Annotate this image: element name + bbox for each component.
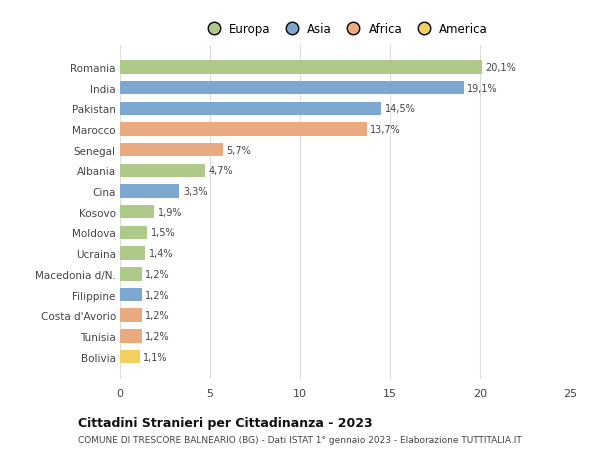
Text: Cittadini Stranieri per Cittadinanza - 2023: Cittadini Stranieri per Cittadinanza - 2…: [78, 416, 373, 429]
Text: 4,7%: 4,7%: [208, 166, 233, 176]
Text: 1,5%: 1,5%: [151, 228, 175, 238]
Bar: [120, 309, 142, 322]
Text: 1,9%: 1,9%: [158, 207, 182, 217]
Bar: [120, 164, 205, 178]
Legend: Europa, Asia, Africa, America: Europa, Asia, Africa, America: [197, 18, 493, 41]
Bar: [120, 247, 145, 260]
Text: 1,4%: 1,4%: [149, 249, 173, 258]
Text: 20,1%: 20,1%: [485, 63, 516, 73]
Text: 1,2%: 1,2%: [145, 311, 170, 320]
Text: 3,3%: 3,3%: [183, 187, 208, 196]
Bar: [120, 330, 142, 343]
Bar: [120, 123, 367, 136]
Bar: [120, 185, 179, 198]
Bar: [120, 144, 223, 157]
Text: 1,2%: 1,2%: [145, 269, 170, 279]
Text: 19,1%: 19,1%: [467, 84, 498, 93]
Bar: [120, 226, 147, 240]
Bar: [120, 288, 142, 302]
Bar: [120, 350, 140, 364]
Bar: [120, 268, 142, 281]
Bar: [120, 61, 482, 74]
Bar: [120, 82, 464, 95]
Text: 5,7%: 5,7%: [226, 146, 251, 155]
Bar: [120, 102, 381, 116]
Text: 1,2%: 1,2%: [145, 331, 170, 341]
Bar: [120, 206, 154, 219]
Text: 13,7%: 13,7%: [370, 125, 401, 134]
Text: 14,5%: 14,5%: [385, 104, 415, 114]
Text: 1,2%: 1,2%: [145, 290, 170, 300]
Text: COMUNE DI TRESCORE BALNEARIO (BG) - Dati ISTAT 1° gennaio 2023 - Elaborazione TU: COMUNE DI TRESCORE BALNEARIO (BG) - Dati…: [78, 435, 522, 443]
Text: 1,1%: 1,1%: [143, 352, 168, 362]
